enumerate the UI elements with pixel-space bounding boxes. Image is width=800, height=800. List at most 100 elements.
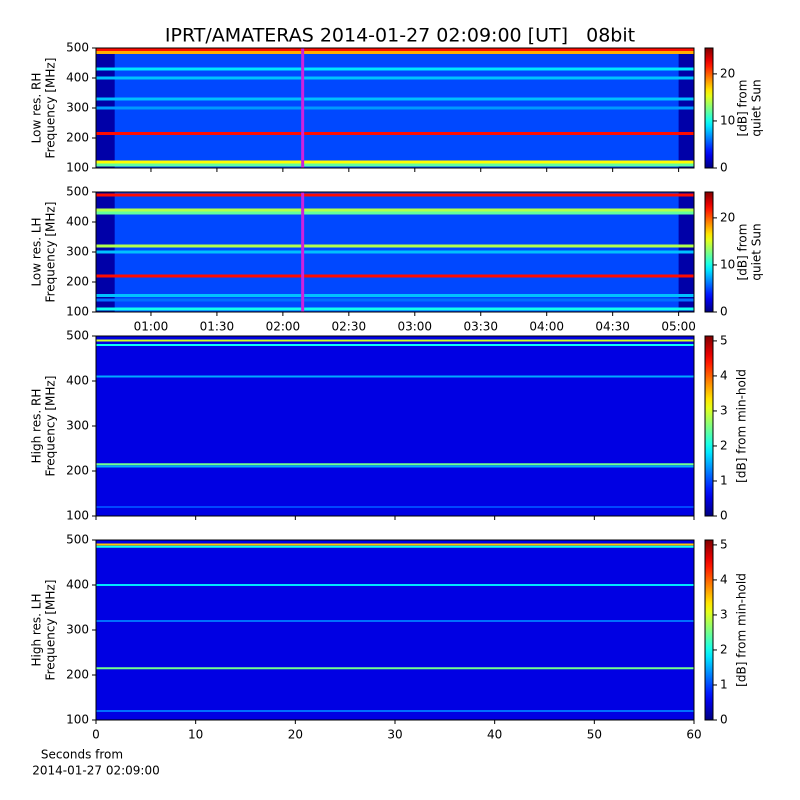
- frequency-band: [96, 298, 694, 302]
- colorbar: [704, 539, 714, 721]
- colorbar: [704, 191, 714, 313]
- y-axis-label: Frequency [MHz]: [44, 58, 58, 159]
- colorbar-tick-label: 1: [720, 473, 728, 487]
- figure-title: IPRT/AMATERAS 2014-01-27 02:09:00 [UT] 0…: [165, 25, 635, 47]
- x-tick-label: 03:00: [397, 320, 432, 334]
- y-axis-label: Frequency [MHz]: [44, 376, 58, 477]
- y-axis-label: Frequency [MHz]: [44, 580, 58, 681]
- colorbar-tick-label: 5: [720, 333, 728, 347]
- colorbar-tick-label: 3: [720, 607, 728, 621]
- y-tick-label: 200: [66, 131, 89, 145]
- x-axis-label: 2014-01-27 02:09:00: [32, 764, 159, 778]
- frequency-band: [96, 97, 694, 101]
- y-tick-label: 100: [66, 509, 89, 523]
- colorbar-tick-label: 0: [720, 161, 728, 175]
- frequency-band: [96, 160, 694, 164]
- frequency-band: [96, 48, 694, 51]
- x-tick-label: 04:00: [529, 320, 564, 334]
- y-tick-label: 300: [66, 245, 89, 259]
- y-tick-label: 300: [66, 101, 89, 115]
- colorbar-label: [dB] from min-hold: [735, 573, 749, 687]
- colorbar-tick-label: 3: [720, 403, 728, 417]
- x-tick-label: 05:00: [661, 320, 696, 334]
- colorbar-tick-label: 0: [720, 713, 728, 727]
- x-axis-label: Seconds from: [41, 748, 123, 762]
- x-tick-label: 01:30: [200, 320, 235, 334]
- colorbar-tick-label: 20: [720, 210, 735, 224]
- colorbar-tick-label: 0: [720, 509, 728, 523]
- colorbar-label: [dB] from min-hold: [735, 369, 749, 483]
- colorbar-tick-label: 10: [720, 113, 735, 127]
- frequency-band: [96, 667, 694, 670]
- y-tick-label: 300: [66, 623, 89, 637]
- colorbar: [704, 335, 714, 517]
- frequency-band: [96, 463, 694, 466]
- x-tick-label: 04:30: [595, 320, 630, 334]
- frequency-band: [96, 193, 694, 197]
- colorbar-label: [dB] from: [736, 80, 750, 137]
- colorbar-tick-label: 4: [720, 368, 728, 382]
- frequency-band: [96, 545, 694, 548]
- x-tick-label: 03:30: [463, 320, 498, 334]
- colorbar: [704, 47, 714, 169]
- frequency-band: [96, 211, 694, 215]
- x-tick-label: 01:00: [134, 320, 169, 334]
- frequency-band: [96, 307, 694, 311]
- colorbar-tick-label: 2: [720, 642, 728, 656]
- heatmap-background: [96, 336, 694, 516]
- frequency-band: [96, 132, 694, 135]
- y-tick-label: 400: [66, 374, 89, 388]
- y-tick-label: 200: [66, 275, 89, 289]
- y-tick-label: 200: [66, 668, 89, 682]
- y-axis-label: Frequency [MHz]: [44, 202, 58, 303]
- x-tick-label: 40: [487, 728, 502, 742]
- heatmap-background: [96, 540, 694, 720]
- frequency-band: [96, 106, 694, 110]
- x-tick-label: 60: [686, 728, 701, 742]
- y-tick-label: 500: [66, 329, 89, 343]
- frequency-band: [96, 584, 694, 586]
- y-tick-label: 200: [66, 464, 89, 478]
- y-tick-label: 100: [66, 305, 89, 319]
- colorbar-label: [dB] from: [736, 224, 750, 281]
- x-tick-label: 0: [92, 728, 100, 742]
- y-tick-label: 400: [66, 578, 89, 592]
- frequency-band: [96, 208, 694, 212]
- colorbar-tick-label: 10: [720, 257, 735, 271]
- frequency-band: [96, 344, 694, 346]
- x-tick-label: 02:30: [332, 320, 367, 334]
- colorbar-label: quiet Sun: [750, 79, 764, 136]
- colorbar-tick-label: 2: [720, 438, 728, 452]
- frequency-band: [96, 274, 694, 278]
- colorbar-tick-label: 5: [720, 537, 728, 551]
- y-tick-label: 400: [66, 215, 89, 229]
- frequency-band: [96, 710, 694, 712]
- colorbar-tick-label: 0: [720, 305, 728, 319]
- frequency-band: [96, 620, 694, 622]
- y-axis-label: Low res. LH: [30, 217, 44, 286]
- colorbar-label: quiet Sun: [750, 223, 764, 280]
- x-tick-label: 50: [587, 728, 602, 742]
- y-tick-label: 100: [66, 161, 89, 175]
- frequency-band: [96, 375, 694, 378]
- y-axis-label: High res. LH: [30, 593, 44, 666]
- y-axis-label: Low res. RH: [30, 73, 44, 144]
- y-tick-label: 500: [66, 533, 89, 547]
- colorbar-tick-label: 20: [720, 66, 735, 80]
- y-tick-label: 500: [66, 41, 89, 55]
- frequency-band: [96, 465, 694, 468]
- colorbar-tick-label: 1: [720, 677, 728, 691]
- frequency-band: [96, 51, 694, 54]
- x-tick-label: 30: [387, 728, 402, 742]
- frequency-band: [96, 244, 694, 248]
- frequency-band: [96, 506, 694, 508]
- x-tick-label: 10: [188, 728, 203, 742]
- frequency-band: [96, 250, 694, 254]
- x-tick-label: 20: [288, 728, 303, 742]
- y-tick-label: 500: [66, 185, 89, 199]
- colorbar-tick-label: 4: [720, 572, 728, 586]
- frequency-band: [96, 76, 694, 80]
- frequency-band: [96, 543, 694, 546]
- frequency-band: [96, 294, 694, 297]
